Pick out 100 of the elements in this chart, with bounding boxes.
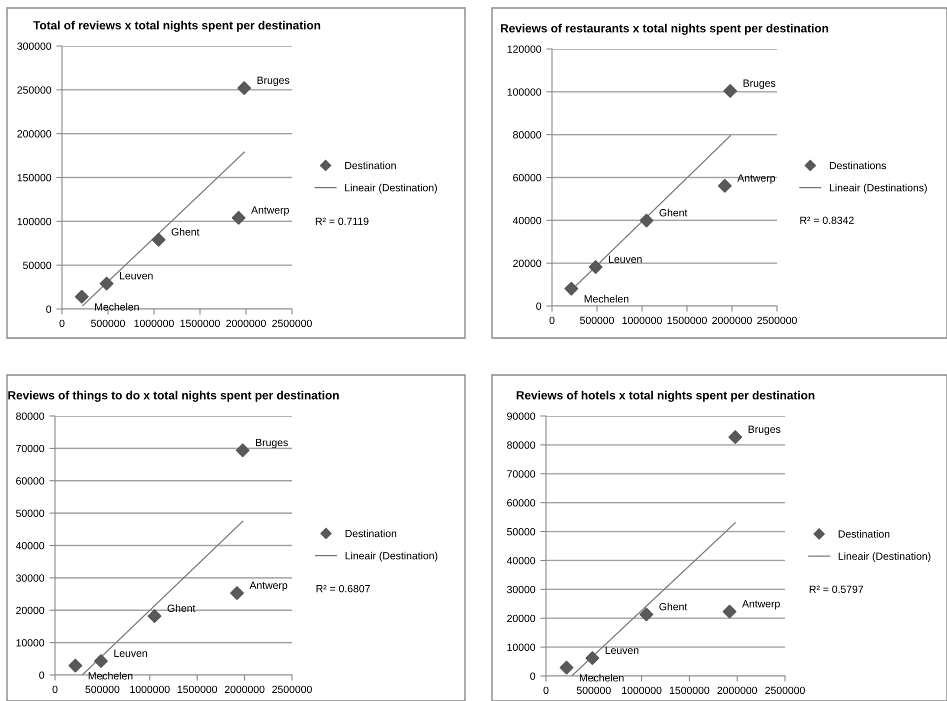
y-tick-label: 40000 [16, 542, 44, 550]
annotation: Mechelen [95, 302, 139, 311]
legend-label: Destination [838, 530, 890, 538]
y-tick-label: 50000 [23, 262, 52, 270]
chart-title: Reviews of hotels x total nights spent per destination [516, 390, 814, 402]
x-tick-label: 2000000 [226, 320, 266, 328]
annotation: Ghent [660, 208, 688, 216]
x-tick-label: 500000 [85, 686, 120, 694]
y-tick-label: 150000 [18, 174, 52, 182]
y-tick-label: 20000 [507, 614, 536, 622]
x-tick-label: 1000000 [134, 320, 174, 328]
legend-label: Lineair (Destination) [346, 552, 438, 562]
y-tick-label: 100000 [18, 218, 52, 226]
y-tick-label: 80000 [507, 441, 536, 449]
y-tick-label: 40000 [512, 216, 542, 224]
annotation: Mechelen [580, 674, 624, 682]
point [100, 276, 114, 290]
text: R² = 0.5797 [810, 586, 864, 593]
annotation: Bruges [258, 76, 290, 86]
y-tick-label: 0 [46, 306, 52, 313]
legend-label: Destination [346, 530, 396, 538]
chart-title: Total of reviews x total nights spent per destination [33, 20, 320, 32]
x-tick-label: 0 [52, 686, 58, 694]
y-tick-label: 0 [536, 302, 542, 310]
point [585, 651, 600, 665]
point [230, 586, 244, 600]
point [560, 660, 574, 675]
annotation: Leuven [114, 650, 147, 657]
y-tick-label: 120000 [508, 46, 542, 53]
x-tick-label: 2000000 [712, 316, 752, 324]
legend-label: Lineair (Destinations) [830, 184, 927, 194]
point [74, 290, 89, 304]
point [728, 430, 742, 444]
annotation: Leuven [120, 272, 153, 280]
legend-label: Destinations [830, 162, 886, 170]
y-tick-label: 70000 [16, 444, 44, 452]
annotation: Ghent [172, 228, 200, 236]
y-tick-label: 20000 [513, 260, 542, 268]
x-tick-label: 1500000 [180, 320, 220, 328]
point [639, 608, 654, 622]
y-tick-label: 60000 [513, 174, 542, 182]
text: R² = 0.8342 [800, 216, 854, 224]
x-tick-label: 1000000 [622, 316, 662, 324]
x-tick-label: 2500000 [272, 686, 312, 694]
x-tick-label: 1000000 [130, 686, 170, 694]
x-tick-label: 2000000 [717, 686, 758, 694]
x-tick-label: 1000000 [622, 686, 662, 694]
annotation: Bruges [748, 426, 780, 435]
annotation: Antwerp [250, 582, 288, 591]
annotation: Bruges [744, 80, 776, 89]
x-tick-label: 1500000 [178, 686, 218, 694]
legend-label: Lineair (Destination) [838, 552, 930, 562]
y-tick-label: 60000 [507, 499, 536, 507]
point [148, 609, 162, 623]
y-tick-label: 80000 [16, 412, 44, 420]
chart-title: Reviews of restaurants x total nights spent per destination [500, 24, 828, 35]
y-tick-label: 10000 [16, 639, 44, 646]
y-tick-label: 50000 [507, 528, 536, 536]
y-tick-label: 90000 [507, 412, 536, 420]
x-tick-label: 2500000 [272, 320, 312, 328]
x-tick-label: 500000 [91, 320, 125, 328]
point [588, 260, 603, 274]
annotation: Leuven [606, 646, 638, 654]
annotation: Ghent [659, 602, 688, 610]
annotation: Mechelen [584, 294, 628, 303]
y-tick-label: 70000 [507, 470, 536, 478]
point [237, 81, 252, 95]
y-tick-label: 10000 [507, 644, 536, 651]
point [232, 210, 246, 225]
y-tick-label: 20000 [16, 606, 44, 614]
annotation: Leuven [609, 256, 642, 263]
x-tick-label: 0 [60, 320, 64, 328]
point [68, 658, 82, 673]
point [718, 178, 732, 193]
point [152, 232, 166, 247]
annotation: Antwerp [742, 600, 780, 610]
x-tick-label: 500000 [580, 316, 614, 324]
point [722, 604, 736, 618]
annotation: Antwerp [251, 206, 289, 216]
legend-label: Lineair (Destination) [345, 184, 437, 194]
annotation: Ghent [168, 604, 196, 612]
y-tick-label: 40000 [506, 556, 536, 564]
annotation: Antwerp [737, 174, 776, 184]
annotation: Mechelen [88, 672, 132, 680]
annotation: Bruges [256, 438, 288, 448]
y-tick-label: 50000 [16, 510, 44, 517]
text: R² = 0.7119 [316, 218, 368, 226]
y-tick-label: 30000 [16, 574, 44, 582]
point [564, 282, 578, 296]
y-tick-label: 100000 [508, 88, 542, 96]
y-tick-label: 0 [530, 672, 536, 680]
y-tick-label: 30000 [507, 586, 536, 594]
y-tick-label: 300000 [17, 42, 52, 50]
x-tick-label: 2000000 [224, 686, 264, 694]
y-tick-label: 60000 [16, 477, 44, 485]
point [236, 443, 250, 458]
legend-label: Destination [345, 162, 396, 170]
chart-title: Reviews of things to do x total nights spent per destination [8, 390, 339, 402]
x-tick-label: 1500000 [670, 686, 710, 694]
point [640, 214, 654, 228]
